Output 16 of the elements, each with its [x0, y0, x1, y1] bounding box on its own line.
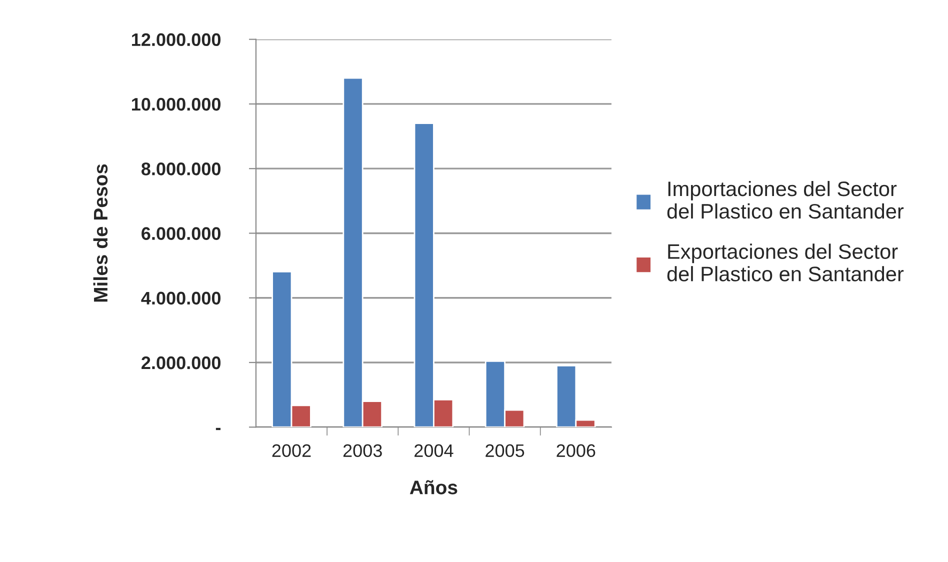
legend-label: Exportaciones del Sector del Plastico en Santander: [667, 244, 904, 282]
legend-label: Importaciones del Sector del Plastico en Santander: [667, 180, 904, 219]
y-tick-label: 6.000.000: [142, 227, 221, 240]
x-tick-label: 2003: [343, 444, 382, 458]
x-tick-label: 2002: [272, 444, 311, 458]
y-tick-label: -: [216, 428, 221, 430]
y-axis-title: Miles de Pesos: [93, 164, 108, 302]
y-tick-label: 12.000.000: [132, 33, 221, 46]
y-tick-label: 8.000.000: [141, 162, 221, 176]
y-tick-label: 4.000.000: [141, 292, 221, 305]
x-tick-label: 2005: [486, 444, 524, 458]
y-tick-label: 10.000.000: [132, 98, 221, 111]
x-axis-title: Años: [410, 480, 458, 494]
x-tick-label: 2006: [556, 444, 596, 458]
y-tick-label: 2.000.000: [142, 356, 221, 370]
x-tick-label: 2004: [414, 444, 454, 458]
